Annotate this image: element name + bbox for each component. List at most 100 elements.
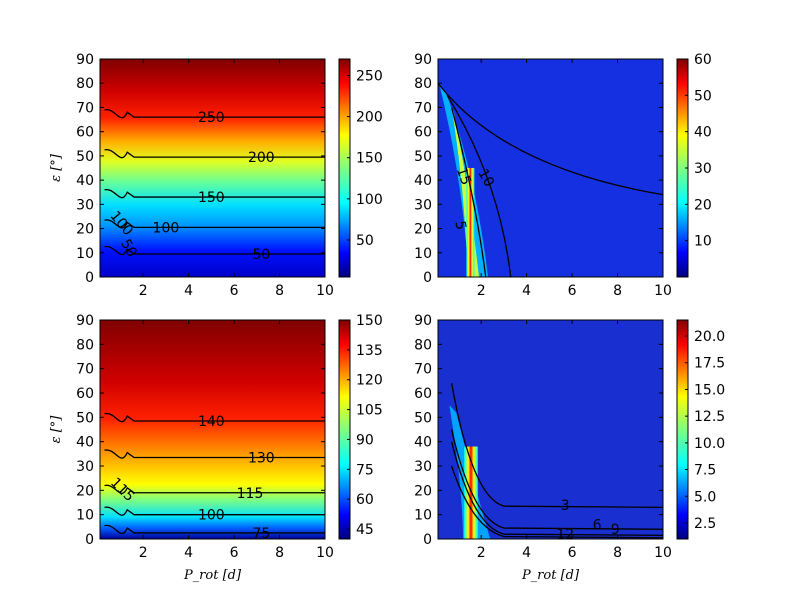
- y-tick-label: 80: [76, 76, 94, 92]
- y-tick-label: 30: [414, 197, 432, 213]
- contour-line: [446, 94, 512, 278]
- colorbar-tick-label: 105: [356, 403, 383, 419]
- y-tick-label: 90: [414, 52, 432, 68]
- contour-label: 12: [556, 527, 574, 543]
- contour-line: [437, 82, 664, 196]
- colorbar: [338, 58, 351, 278]
- y-tick-label: 80: [76, 337, 94, 353]
- y-tick-label: 10: [76, 246, 94, 262]
- x-tick-label: 8: [613, 545, 622, 561]
- contour-line: [104, 506, 325, 516]
- colorbar-tick-label: 50: [694, 88, 712, 104]
- contour-label: 200: [248, 150, 275, 166]
- contour-line: [451, 441, 664, 536]
- y-tick-label: 50: [414, 410, 432, 426]
- contour-label: 130: [248, 450, 275, 466]
- x-tick-label: 2: [139, 545, 148, 561]
- resonance-spike: [466, 168, 475, 277]
- contour-label: 75: [252, 526, 270, 542]
- colorbar-tick-label: 17.5: [694, 356, 725, 372]
- x-tick-label: 8: [275, 283, 284, 299]
- x-tick-label: 8: [275, 545, 284, 561]
- x-tick-label: 2: [139, 283, 148, 299]
- contour-line: [104, 109, 325, 119]
- contour-line: [451, 465, 664, 539]
- x-tick-label: 8: [613, 283, 622, 299]
- x-tick-label: 2: [477, 283, 486, 299]
- contour-line: [104, 413, 325, 423]
- colorbar-tick-label: 120: [356, 373, 383, 389]
- x-tick-label: 10: [316, 545, 334, 561]
- colorbar-tick-label: 30: [694, 161, 712, 177]
- x-tick-label: 6: [568, 283, 577, 299]
- contour-label: 100: [198, 508, 225, 524]
- colorbar-tick-label: 20: [694, 197, 712, 213]
- y-tick-label: 60: [76, 125, 94, 141]
- contour-label: 3: [561, 498, 570, 514]
- x-tick-label: 10: [654, 545, 672, 561]
- y-tick-label: 40: [414, 173, 432, 189]
- x-tick-label: 4: [522, 283, 531, 299]
- heatmap-field: [100, 320, 325, 539]
- colorbar-tick-label: 10.0: [694, 436, 725, 452]
- contour-label: 140: [198, 414, 225, 430]
- y-tick-label: 10: [414, 508, 432, 524]
- contour-label: 50: [117, 237, 140, 260]
- colorbar-tick-label: 200: [356, 110, 383, 126]
- contour-label: 100: [153, 220, 180, 236]
- y-tick-label: 30: [414, 459, 432, 475]
- colorbar-tick-label: 15.0: [694, 382, 725, 398]
- x-tick-label: 4: [522, 545, 531, 561]
- y-tick-label: 20: [76, 483, 94, 499]
- colorbar-tick-label: 12.5: [694, 409, 725, 425]
- x-axis-label: P_rot [d]: [183, 568, 242, 583]
- contour-line: [104, 149, 325, 159]
- y-tick-label: 70: [76, 100, 94, 116]
- colorbar-tick-label: 2.5: [694, 516, 716, 532]
- contour-line: [104, 219, 325, 229]
- contour-label: 115: [237, 486, 264, 502]
- y-tick-label: 0: [423, 270, 432, 286]
- y-tick-label: 40: [76, 435, 94, 451]
- y-tick-label: 30: [76, 459, 94, 475]
- y-tick-label: 10: [414, 246, 432, 262]
- y-tick-label: 30: [76, 197, 94, 213]
- contour-line: [451, 429, 664, 530]
- colorbar: [338, 319, 351, 540]
- colorbar-tick-label: 100: [356, 192, 383, 208]
- x-tick-label: 6: [230, 283, 239, 299]
- y-tick-label: 90: [414, 313, 432, 329]
- contour-label: 15: [453, 165, 474, 187]
- y-tick-label: 0: [85, 532, 94, 548]
- colorbar-tick-label: 150: [356, 151, 383, 167]
- heatmap-field: [100, 59, 325, 277]
- x-tick-label: 10: [654, 283, 672, 299]
- x-tick-label: 2: [477, 545, 486, 561]
- colorbar-tick-label: 135: [356, 343, 383, 359]
- colorbar-tick-label: 10: [694, 234, 712, 250]
- y-tick-label: 40: [76, 173, 94, 189]
- y-tick-label: 70: [414, 100, 432, 116]
- y-tick-label: 0: [85, 270, 94, 286]
- y-tick-label: 90: [76, 313, 94, 329]
- y-tick-label: 70: [414, 362, 432, 378]
- y-tick-label: 50: [76, 410, 94, 426]
- contour-line: [104, 246, 325, 256]
- y-tick-label: 70: [76, 362, 94, 378]
- y-tick-label: 80: [414, 76, 432, 92]
- contour-label: 6: [593, 517, 602, 533]
- y-tick-label: 60: [76, 386, 94, 402]
- y-tick-label: 20: [76, 222, 94, 238]
- x-tick-label: 4: [184, 283, 193, 299]
- x-tick-label: 4: [184, 545, 193, 561]
- colorbar-tick-label: 250: [356, 68, 383, 84]
- contour-line: [104, 449, 325, 459]
- y-tick-label: 40: [414, 435, 432, 451]
- axes-frame: [437, 58, 664, 278]
- y-tick-label: 20: [414, 222, 432, 238]
